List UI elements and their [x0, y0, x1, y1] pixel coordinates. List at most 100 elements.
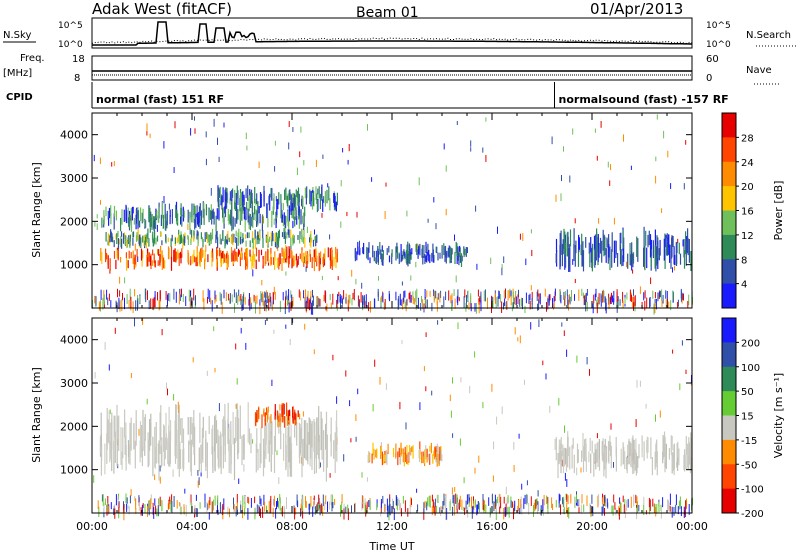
- near-range-cell: [376, 503, 378, 511]
- near-range-cell: [479, 298, 481, 305]
- near-range-cell: [483, 290, 485, 302]
- echo-cell: [592, 243, 594, 266]
- echo-cell: [122, 427, 124, 459]
- echo-cell: [643, 247, 645, 267]
- echo-cell: [428, 249, 430, 262]
- echo-cell: [635, 438, 637, 461]
- scatter-cell: [145, 220, 147, 228]
- scatter-cell: [521, 483, 523, 490]
- scatter-cell: [455, 275, 457, 283]
- noise-search-line: [91, 37, 693, 44]
- near-range-cell: [547, 496, 549, 509]
- scatter-cell: [645, 403, 647, 409]
- near-range-cell: [103, 301, 105, 309]
- echo-cell: [244, 215, 246, 232]
- near-range-cell: [204, 500, 206, 508]
- near-range-cell: [435, 290, 437, 299]
- echo-cell: [192, 417, 194, 448]
- scatter-cell: [263, 216, 264, 224]
- echo-cell: [278, 253, 281, 266]
- echo-cell: [598, 438, 600, 461]
- echo-cell: [292, 197, 294, 211]
- echo-cell: [242, 191, 244, 207]
- scatter-cell: [239, 250, 241, 255]
- near-range-cell: [618, 506, 620, 516]
- echo-cell: [291, 258, 293, 269]
- near-range-cell: [444, 497, 446, 510]
- echo-cell: [193, 235, 195, 242]
- echo-cell: [203, 208, 205, 225]
- echo-cell: [410, 252, 412, 260]
- echo-cell: [145, 239, 147, 245]
- near-range-cell: [662, 497, 664, 508]
- echo-cell: [231, 252, 233, 262]
- echo-cell: [174, 248, 176, 262]
- echo-cell: [665, 443, 667, 469]
- echo-cell: [279, 253, 281, 265]
- echo-cell: [463, 248, 465, 258]
- echo-cell: [334, 432, 336, 474]
- scatter-cell: [279, 404, 281, 411]
- near-range-cell: [195, 494, 197, 501]
- near-range-cell: [193, 288, 195, 301]
- velocity-colorbar-tick-label: 50: [741, 387, 754, 398]
- near-range-cell: [189, 295, 191, 307]
- near-range-cell: [607, 502, 609, 509]
- echo-cell: [309, 189, 311, 205]
- echo-cell: [289, 189, 291, 199]
- echo-cell: [269, 193, 271, 211]
- scatter-cell: [218, 156, 220, 163]
- echo-cell: [606, 237, 608, 248]
- echo-cell: [632, 253, 634, 268]
- echo-cell: [562, 448, 565, 474]
- echo-cell: [169, 215, 171, 225]
- echo-cell: [259, 213, 261, 224]
- near-range-cell: [140, 507, 142, 516]
- near-range-cell: [308, 298, 310, 310]
- echo-cell: [152, 231, 154, 243]
- echo-cell: [292, 406, 294, 418]
- echo-cell: [312, 239, 315, 247]
- near-range-cell: [312, 295, 314, 306]
- echo-cell: [193, 213, 195, 223]
- near-range-cell: [528, 502, 530, 515]
- near-range-cell: [188, 289, 190, 302]
- near-range-cell: [560, 504, 561, 515]
- freq-tick-top: 18: [72, 54, 85, 65]
- echo-cell: [255, 209, 257, 222]
- echo-cell: [104, 443, 106, 475]
- near-range-cell: [150, 298, 152, 309]
- near-range-cell: [417, 297, 419, 309]
- echo-cell: [434, 447, 436, 457]
- near-range-cell: [236, 502, 238, 510]
- near-range-cell: [623, 504, 625, 514]
- near-range-cell: [265, 299, 267, 307]
- near-range-cell: [165, 291, 167, 300]
- scatter-cell: [666, 233, 668, 239]
- echo-cell: [295, 253, 297, 261]
- echo-cell: [194, 426, 196, 466]
- near-range-cell: [515, 290, 517, 300]
- near-range-cell: [570, 494, 572, 504]
- echo-cell: [324, 191, 326, 207]
- echo-cell: [301, 198, 303, 207]
- near-range-cell: [495, 508, 497, 520]
- scatter-cell: [551, 136, 553, 145]
- near-range-cell: [478, 298, 480, 305]
- echo-cell: [648, 230, 650, 246]
- echo-cell: [572, 437, 574, 449]
- echo-cell: [294, 255, 296, 265]
- echo-cell: [564, 234, 567, 251]
- velocity-colorbar-segment: [722, 318, 736, 343]
- echo-cell: [219, 186, 221, 201]
- echo-cell: [110, 229, 112, 238]
- near-range-cell: [483, 505, 485, 514]
- near-range-cell: [459, 495, 461, 507]
- echo-cell: [142, 409, 144, 451]
- echo-cell: [560, 457, 562, 474]
- echo-cell: [456, 250, 458, 264]
- near-range-cell: [457, 289, 459, 300]
- scatter-cell: [576, 467, 578, 476]
- near-range-cell: [521, 297, 522, 307]
